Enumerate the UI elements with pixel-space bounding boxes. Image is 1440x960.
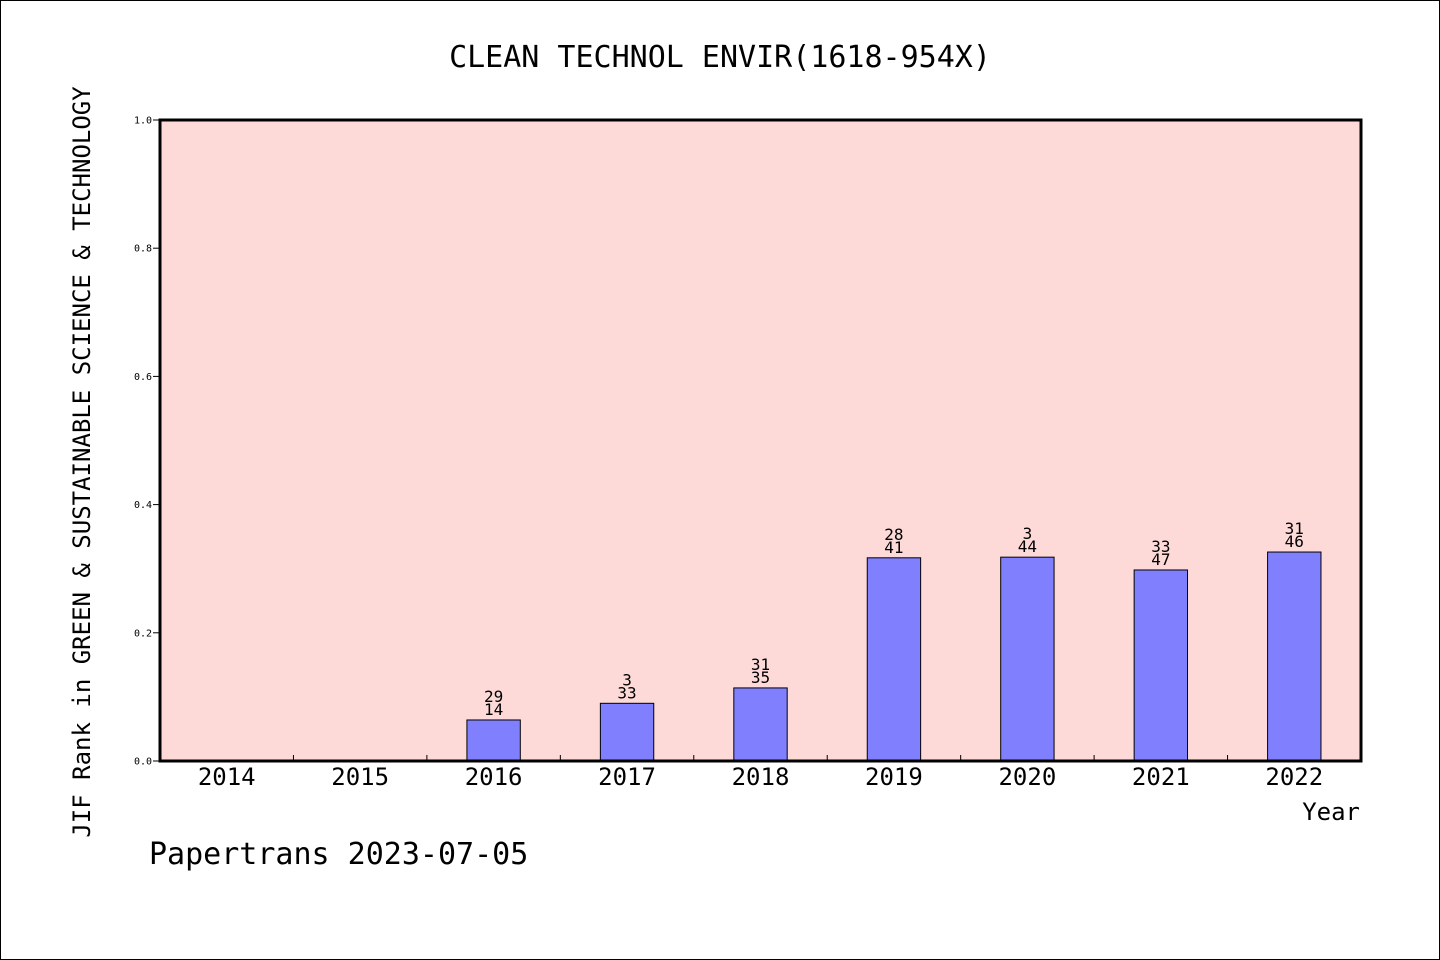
x-tick-label: 2018 bbox=[732, 763, 790, 791]
bar-label-top: 3 bbox=[622, 670, 632, 689]
bar-label-bottom: 35 bbox=[751, 668, 770, 687]
bar bbox=[466, 719, 521, 762]
bar-label-bottom: 44 bbox=[1018, 537, 1037, 556]
y-tick-label: 0.8 bbox=[134, 244, 152, 255]
bar bbox=[1133, 569, 1189, 762]
bar-label-bottom: 33 bbox=[617, 683, 636, 702]
x-axis-label: Year bbox=[1302, 798, 1360, 826]
x-tick-label: 2016 bbox=[465, 763, 523, 791]
bar bbox=[733, 687, 788, 762]
bar-label-top: 31 bbox=[1285, 519, 1304, 538]
bar-label-top: 29 bbox=[484, 687, 503, 706]
x-tick-label: 2020 bbox=[998, 763, 1056, 791]
x-tick-label: 2019 bbox=[865, 763, 923, 791]
x-tick-label: 2015 bbox=[331, 763, 389, 791]
bar bbox=[866, 557, 922, 762]
bar-label-bottom: 46 bbox=[1285, 532, 1304, 551]
bar-label-top: 31 bbox=[751, 655, 770, 674]
x-tick-label: 2022 bbox=[1265, 763, 1323, 791]
x-tick-label: 2021 bbox=[1132, 763, 1190, 791]
bar-label-top: 33 bbox=[1151, 537, 1170, 556]
bar bbox=[1267, 551, 1322, 762]
bar bbox=[599, 702, 655, 762]
y-tick-label: 0.0 bbox=[134, 757, 152, 768]
chart-title: CLEAN TECHNOL ENVIR(1618-954X) bbox=[449, 40, 991, 75]
x-tick-label: 2014 bbox=[198, 763, 256, 791]
bar-label-top: 28 bbox=[884, 525, 903, 544]
plot-border bbox=[158, 118, 1363, 763]
bar-label-bottom: 47 bbox=[1151, 550, 1170, 569]
bar-label-bottom: 41 bbox=[884, 538, 903, 557]
bar bbox=[1000, 556, 1055, 762]
y-tick-label: 0.6 bbox=[134, 372, 152, 383]
footer-text: Papertrans 2023-07-05 bbox=[149, 837, 528, 872]
y-tick-label: 1.0 bbox=[134, 116, 152, 127]
bar-label-bottom: 14 bbox=[484, 700, 503, 719]
y-axis-label: JIF Rank in GREEN & SUSTAINABLE SCIENCE … bbox=[68, 86, 96, 838]
x-tick-label: 2017 bbox=[598, 763, 656, 791]
y-tick-label: 0.4 bbox=[134, 500, 152, 511]
y-tick-label: 0.2 bbox=[134, 628, 152, 639]
bar-label-top: 3 bbox=[1023, 524, 1033, 543]
